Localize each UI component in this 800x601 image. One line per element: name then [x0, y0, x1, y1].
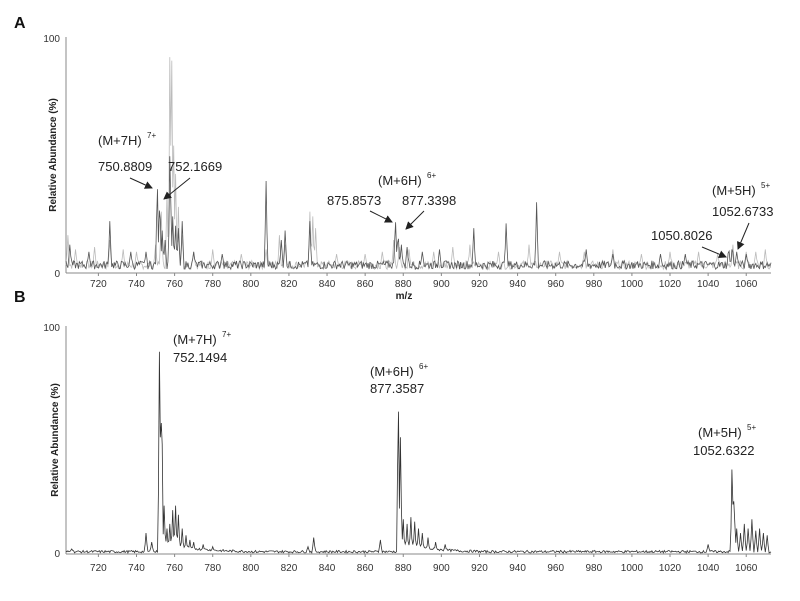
- panel-b-x-tick-label: 1040: [697, 563, 720, 574]
- panel-b-x-tick-label: 960: [547, 563, 564, 574]
- panel-b-x-tick-label: 1000: [621, 563, 644, 574]
- panel-a-x-tick-label: 780: [204, 279, 221, 290]
- panel-a-x-axis-label: m/z: [396, 291, 413, 302]
- panel-b-ann-5plus-value: 1052.6322: [693, 443, 754, 458]
- panel-a-x-tick-label: 800: [242, 279, 259, 290]
- panel-a-y-tick-0: 0: [54, 269, 60, 280]
- panel-b-ann-6plus-value: 877.3587: [370, 381, 424, 396]
- panel-a-x-tick-label: 820: [281, 279, 298, 290]
- panel-b-x-ticks: 720 740 760 780 800 820 840 860 880 900 920 940 960 9…: [90, 554, 758, 574]
- panel-a-ann-7plus-arrow-1: [129, 177, 153, 189]
- panel-b-ann-7plus-charge: 7+: [222, 330, 231, 339]
- panel-b-x-tick-label: 820: [281, 563, 298, 574]
- panel-a-ann-7plus-value-1: 750.8809: [98, 159, 152, 174]
- panel-b-annotation-6plus: (M+6H) 6+ 877.3587: [370, 362, 428, 396]
- panel-a-ann-6plus-arrow-2: [405, 210, 425, 230]
- panel-a-x-tick-label: 920: [471, 279, 488, 290]
- panel-a-x-tick-label: 880: [395, 279, 412, 290]
- panel-a-annotation-5plus: (M+5H) 5+ 1052.6733 1050.8026: [651, 181, 773, 258]
- panel-a-x-tick-label: 760: [166, 279, 183, 290]
- panel-a-x-tick-label: 1060: [735, 279, 758, 290]
- panel-a-ann-7plus-charge: 7+: [147, 131, 156, 140]
- panel-a-annotation-7plus: (M+7H) 7+ 750.8809 752.1669: [98, 131, 222, 200]
- panel-a-x-tick-label: 720: [90, 279, 107, 290]
- panel-a-x-tick-label: 1000: [621, 279, 644, 290]
- panel-a-x-tick-label: 980: [585, 279, 602, 290]
- panel-a-ann-6plus-arrow-1: [369, 210, 393, 223]
- panel-b-ann-6plus-label: (M+6H): [370, 364, 414, 379]
- panel-a-ann-6plus-charge: 6+: [427, 171, 436, 180]
- panel-b-annotation-7plus: (M+7H) 7+ 752.1494: [173, 330, 231, 365]
- panel-b-y-tick-0: 0: [54, 549, 60, 560]
- panel-a-x-tick-label: 1040: [697, 279, 720, 290]
- svg-text:(M+7H): (M+7H): [98, 133, 142, 148]
- panel-a-ann-7plus-value-2: 752.1669: [168, 159, 222, 174]
- panel-a-label: A: [14, 15, 26, 32]
- panel-b-x-tick-label: 860: [357, 563, 374, 574]
- panel-a-ann-5plus-label: (M+5H): [712, 183, 756, 198]
- panel-a-x-tick-label: 840: [319, 279, 336, 290]
- panel-b-spectrum-series-1: [65, 351, 772, 554]
- panel-a: A Relative Abundance (%) 100 0 720 740 760…: [14, 15, 773, 302]
- panel-a-ann-5plus-arrow-2: [737, 222, 750, 250]
- panel-a-ann-5plus-arrow-1: [701, 246, 727, 258]
- panel-b-x-tick-label: 1020: [659, 563, 682, 574]
- panel-a-x-tick-label: 860: [357, 279, 374, 290]
- panel-a-annotation-6plus: (M+6H) 6+ 875.8573 877.3398: [327, 171, 456, 230]
- panel-a-x-tick-label: 740: [128, 279, 145, 290]
- panel-a-ann-5plus-value-1: 1050.8026: [651, 228, 712, 243]
- panel-a-ann-6plus-label: (M+6H): [378, 173, 422, 188]
- panel-b-ann-7plus-value: 752.1494: [173, 350, 227, 365]
- panel-b-x-tick-label: 1060: [735, 563, 758, 574]
- panel-b-y-axis-label: Relative Abundance (%): [50, 383, 61, 497]
- panel-a-x-tick-label: 960: [547, 279, 564, 290]
- panel-a-ann-7plus-arrow-2: [163, 177, 191, 200]
- panel-a-x-tick-label: 900: [433, 279, 450, 290]
- panel-a-spectrum-series-2: [65, 156, 772, 271]
- panel-b-label: B: [14, 289, 26, 306]
- panel-b-plot-area: [65, 326, 772, 555]
- panel-b-ann-6plus-charge: 6+: [419, 362, 428, 371]
- panel-b-ann-5plus-charge: 5+: [747, 423, 756, 432]
- panel-a-x-tick-label: 940: [509, 279, 526, 290]
- panel-b-x-tick-label: 800: [242, 563, 259, 574]
- panel-b-x-tick-label: 760: [166, 563, 183, 574]
- panel-a-y-axis-label: Relative Abundance (%): [48, 98, 59, 212]
- panel-a-x-ticks: 720 740 760 780 800 820 840 860 880 900 920 940 960 9…: [90, 273, 758, 290]
- panel-b-x-tick-label: 900: [433, 563, 450, 574]
- panel-b-x-tick-label: 720: [90, 563, 107, 574]
- panel-a-ann-7plus-label: (M+7H): [98, 133, 142, 148]
- panel-a-ann-6plus-value-2: 877.3398: [402, 193, 456, 208]
- panel-b-x-tick-label: 920: [471, 563, 488, 574]
- panel-b-x-tick-label: 880: [395, 563, 412, 574]
- panel-b-x-tick-label: 940: [509, 563, 526, 574]
- panel-a-ann-5plus-charge: 5+: [761, 181, 770, 190]
- panel-b: B Relative Abundance (%) 100 0 720 740 760…: [14, 289, 772, 574]
- panel-b-y-tick-100: 100: [43, 323, 60, 334]
- panel-b-x-tick-label: 980: [585, 563, 602, 574]
- panel-b-annotation-5plus: (M+5H) 5+ 1052.6322: [693, 423, 756, 458]
- panel-a-ann-5plus-value-2: 1052.6733: [712, 204, 773, 219]
- panel-b-ann-7plus-label: (M+7H): [173, 332, 217, 347]
- panel-a-plot-area: [65, 37, 772, 274]
- panel-b-x-tick-label: 740: [128, 563, 145, 574]
- panel-b-x-tick-label: 780: [204, 563, 221, 574]
- panel-b-ann-5plus-label: (M+5H): [698, 425, 742, 440]
- panel-a-x-tick-label: 1020: [659, 279, 682, 290]
- panel-a-ann-6plus-value-1: 875.8573: [327, 193, 381, 208]
- panel-b-x-tick-label: 840: [319, 563, 336, 574]
- panel-a-y-tick-100: 100: [43, 34, 60, 45]
